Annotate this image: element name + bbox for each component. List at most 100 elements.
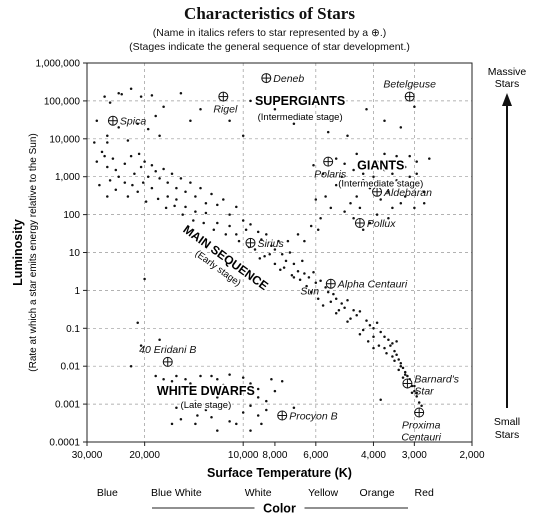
star-point — [399, 201, 403, 205]
star-point — [358, 310, 362, 313]
massive-stars-label: Massive — [488, 66, 527, 78]
star-point — [181, 213, 184, 216]
star-point — [361, 172, 365, 175]
star-point — [403, 195, 407, 198]
star-point — [399, 364, 403, 368]
star-point — [375, 213, 379, 216]
star-point — [273, 108, 277, 111]
y-tick-label: 100,000 — [44, 96, 81, 107]
star-point — [286, 239, 290, 243]
star-point — [170, 422, 174, 426]
star-point — [133, 172, 136, 175]
star-point — [194, 422, 197, 426]
star-point — [292, 406, 296, 410]
star-point — [273, 389, 277, 393]
star-point — [216, 429, 219, 432]
star-label-proxima-centauri: Centauri — [401, 432, 441, 444]
x-axis-title: Surface Temperature (K) — [207, 466, 352, 480]
star-point — [136, 321, 139, 325]
star-point — [143, 160, 146, 163]
star-point — [98, 183, 101, 187]
star-label-40-eridani-b: 40 Eridani B — [139, 344, 196, 356]
star-point — [372, 346, 375, 350]
star-point — [131, 183, 134, 187]
star-point — [368, 324, 372, 327]
star-point — [273, 248, 277, 251]
x-tick-label: 30,000 — [72, 450, 103, 461]
star-label-sun: Sun — [300, 285, 319, 297]
group-white-dwarfs: WHITE DWARFS — [157, 384, 255, 398]
star-point — [179, 177, 183, 180]
star-point — [93, 141, 96, 144]
star-point — [395, 353, 398, 357]
star-point — [399, 361, 403, 365]
star-point — [365, 108, 368, 111]
star-point — [340, 302, 343, 305]
star-point — [379, 198, 382, 201]
star-point — [241, 376, 245, 379]
star-point — [249, 99, 252, 103]
y-tick-label: 0.1 — [66, 324, 80, 335]
star-point — [184, 190, 187, 194]
star-point — [179, 391, 183, 394]
star-point — [393, 359, 396, 362]
star-point — [343, 306, 346, 309]
group-subtitle: (Intermediate stage) — [338, 179, 423, 190]
star-point — [156, 197, 160, 201]
star-point — [352, 168, 355, 172]
star-point — [179, 417, 183, 421]
star-point — [383, 346, 386, 350]
star-point — [314, 198, 318, 201]
star-point — [137, 152, 141, 156]
star-point — [358, 332, 362, 336]
star-label-aldebaran: Aldebaran — [383, 187, 432, 199]
star-point — [210, 192, 213, 196]
star-point — [316, 228, 320, 231]
x-tick-label: 6,000 — [303, 450, 328, 461]
star-point — [164, 206, 168, 210]
star-point — [312, 164, 315, 167]
star-point — [422, 190, 426, 194]
star-point — [284, 259, 288, 263]
star-point — [253, 248, 257, 251]
star-point — [144, 200, 148, 203]
star-point — [106, 141, 109, 144]
star-point — [216, 378, 219, 381]
star-point — [352, 308, 355, 312]
star-label-deneb: Deneb — [273, 73, 304, 85]
star-point — [196, 414, 199, 417]
star-point — [305, 284, 308, 288]
star-point — [410, 391, 414, 394]
star-point — [120, 92, 123, 96]
star-point — [117, 126, 120, 129]
star-point — [260, 238, 263, 241]
star-label-barnard-s-star: Star — [414, 385, 434, 397]
star-point — [334, 297, 338, 301]
star-point — [391, 172, 394, 175]
star-point — [397, 368, 400, 372]
y-axis-title: Luminosity — [11, 219, 25, 286]
star-point — [170, 380, 174, 383]
axes: 1,000,000 100,000 10,000 1,000 100 10 1 0.1 0.01… — [11, 59, 526, 516]
star-point — [222, 198, 225, 201]
star-point — [399, 126, 403, 129]
star-point — [154, 374, 157, 378]
star-point — [296, 233, 300, 236]
star-point — [319, 279, 322, 282]
x-tick-label: 4,000 — [361, 450, 386, 461]
star-point — [393, 349, 396, 353]
star-point — [256, 414, 260, 417]
star-point — [413, 186, 416, 190]
star-point — [150, 186, 154, 190]
x-tick-label: 2,000 — [459, 450, 484, 461]
star-point — [355, 314, 358, 317]
star-label-proxima-centauri: Proxima — [402, 420, 441, 432]
star-point — [158, 338, 161, 341]
star-point — [265, 408, 268, 412]
star-point — [415, 172, 418, 175]
massive-stars-label: Stars — [495, 78, 520, 90]
star-point — [235, 205, 238, 209]
star-point — [256, 387, 260, 391]
star-point — [244, 228, 248, 231]
